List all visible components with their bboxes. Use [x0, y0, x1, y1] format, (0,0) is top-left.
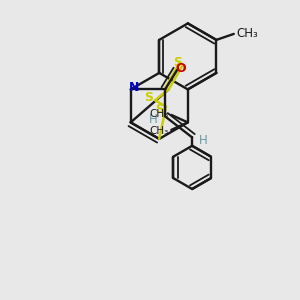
Text: N: N	[129, 81, 140, 94]
Text: S: S	[173, 56, 182, 69]
Text: S: S	[155, 103, 164, 116]
Text: CH₃: CH₃	[236, 27, 258, 40]
Text: H: H	[199, 134, 208, 147]
Text: S: S	[144, 92, 153, 104]
Text: H: H	[149, 113, 158, 126]
Text: O: O	[176, 62, 186, 75]
Text: CH₃: CH₃	[150, 125, 169, 136]
Text: CH₃: CH₃	[150, 109, 169, 119]
